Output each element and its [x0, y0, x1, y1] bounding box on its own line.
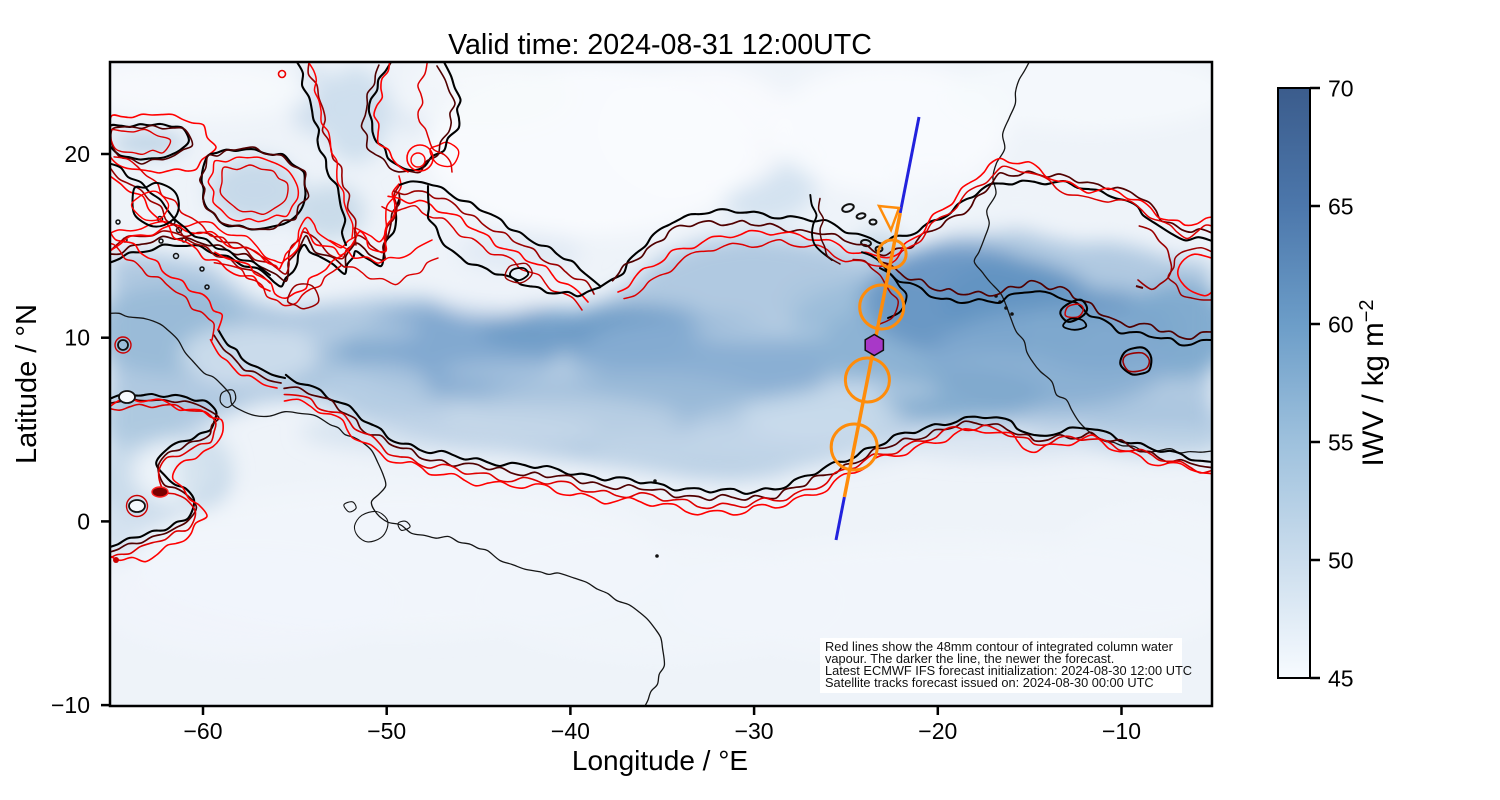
- svg-text:Longitude / °E: Longitude / °E: [572, 745, 748, 776]
- svg-text:45: 45: [1328, 666, 1354, 692]
- svg-text:−40: −40: [551, 718, 590, 744]
- svg-text:Valid time: 2024-08-31 12:00UT: Valid time: 2024-08-31 12:00UTC: [448, 29, 872, 61]
- svg-text:70: 70: [1328, 76, 1354, 102]
- svg-text:vapour. The darker the line, t: vapour. The darker the line, the newer t…: [825, 651, 1114, 666]
- svg-text:60: 60: [1328, 312, 1354, 338]
- svg-text:−30: −30: [735, 718, 774, 744]
- svg-text:−50: −50: [367, 718, 406, 744]
- svg-text:Latitude / °N: Latitude / °N: [11, 304, 43, 464]
- svg-text:10: 10: [64, 325, 90, 351]
- svg-text:55: 55: [1328, 430, 1354, 456]
- svg-text:Latest ECMWF IFS forecast init: Latest ECMWF IFS forecast initialization…: [825, 663, 1192, 678]
- svg-text:−10: −10: [51, 692, 90, 718]
- svg-text:65: 65: [1328, 194, 1354, 220]
- svg-text:Red lines show the 48mm contou: Red lines show the 48mm contour of integ…: [825, 639, 1174, 654]
- svg-text:−60: −60: [183, 718, 222, 744]
- svg-text:20: 20: [64, 141, 90, 167]
- svg-text:50: 50: [1328, 548, 1354, 574]
- svg-text:−20: −20: [918, 718, 957, 744]
- svg-text:IWV / kg m−2: IWV / kg m−2: [1356, 299, 1390, 466]
- svg-text:−10: −10: [1102, 718, 1141, 744]
- svg-text:0: 0: [77, 508, 90, 534]
- svg-text:Satellite tracks forecast issu: Satellite tracks forecast issued on: 202…: [825, 675, 1154, 690]
